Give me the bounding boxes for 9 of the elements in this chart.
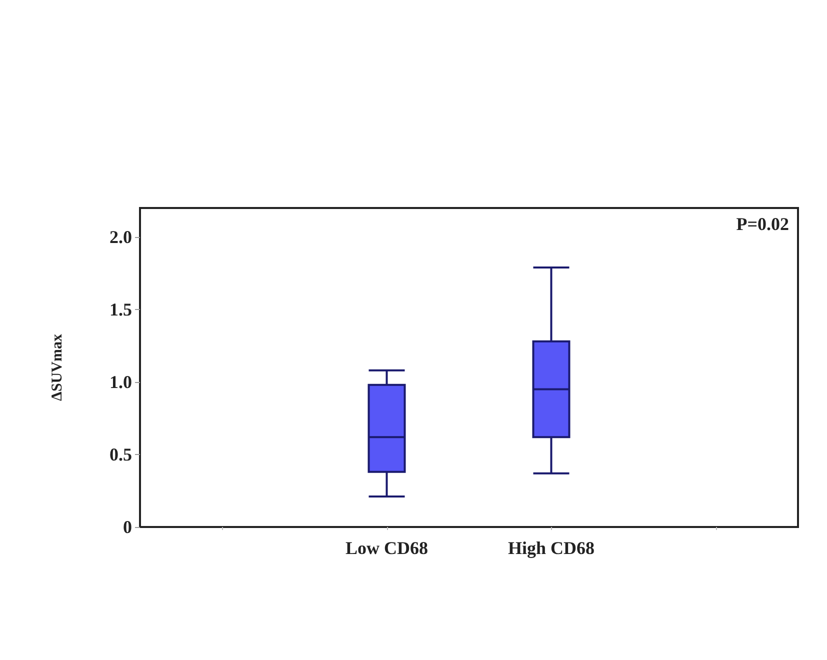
y-tick-label: 2.0 [110, 227, 132, 247]
y-tick-label: 0.5 [110, 444, 132, 464]
y-tick-label: 1.5 [110, 300, 132, 320]
annotation: P=0.02 [736, 214, 790, 234]
y-tick-label: 0 [123, 517, 132, 537]
y-axis-title: ΔSUVmax [50, 334, 66, 401]
x-tick-label: High CD68 [508, 538, 595, 558]
x-tick-label: Low CD68 [345, 538, 428, 558]
y-tick-label: 1.0 [110, 372, 132, 392]
